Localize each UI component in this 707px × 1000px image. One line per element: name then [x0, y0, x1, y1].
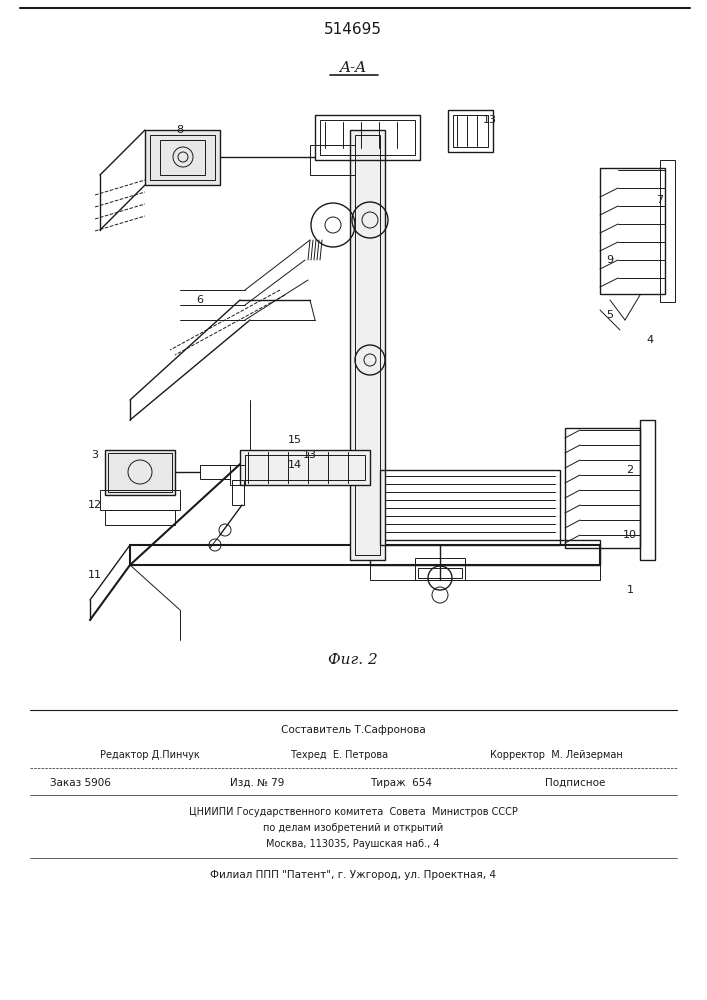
Text: 12: 12: [88, 500, 102, 510]
Bar: [565, 428, 640, 548]
Bar: [320, 120, 415, 155]
Bar: [230, 465, 245, 485]
Bar: [105, 510, 175, 525]
Text: Редактор Д.Пинчук: Редактор Д.Пинчук: [100, 750, 200, 760]
Bar: [660, 160, 675, 302]
Text: 15: 15: [288, 435, 302, 445]
Text: 6: 6: [197, 295, 204, 305]
Text: 514695: 514695: [324, 22, 382, 37]
Bar: [105, 450, 175, 495]
Bar: [380, 470, 560, 545]
Text: Корректор  М. Лейзерман: Корректор М. Лейзерман: [490, 750, 623, 760]
Text: 14: 14: [288, 460, 302, 470]
Bar: [370, 540, 600, 565]
Bar: [232, 480, 244, 505]
Text: 8: 8: [177, 125, 184, 135]
Text: Составитель Т.Сафронова: Составитель Т.Сафронова: [281, 725, 426, 735]
Text: Москва, 113035, Раушская наб., 4: Москва, 113035, Раушская наб., 4: [267, 839, 440, 849]
Bar: [453, 115, 488, 147]
Bar: [150, 135, 215, 180]
Bar: [145, 130, 220, 185]
Text: Фиг. 2: Фиг. 2: [328, 653, 378, 667]
Text: A-A: A-A: [339, 61, 366, 75]
Text: Подписное: Подписное: [545, 778, 605, 788]
Bar: [415, 558, 465, 580]
Bar: [200, 465, 230, 479]
Text: 13: 13: [303, 450, 317, 460]
Bar: [350, 130, 385, 560]
Bar: [418, 568, 462, 578]
Text: 11: 11: [88, 570, 102, 580]
Text: Изд. № 79: Изд. № 79: [230, 778, 284, 788]
Text: Тираж  654: Тираж 654: [370, 778, 432, 788]
Text: 4: 4: [646, 335, 653, 345]
Bar: [310, 145, 355, 175]
Text: 1: 1: [626, 585, 633, 595]
Text: Заказ 5906: Заказ 5906: [50, 778, 111, 788]
Bar: [108, 453, 172, 492]
Text: ЦНИИПИ Государственного комитета  Совета  Министров СССР: ЦНИИПИ Государственного комитета Совета …: [189, 807, 518, 817]
Text: 3: 3: [91, 450, 98, 460]
Text: 7: 7: [656, 195, 664, 205]
Text: по делам изобретений и открытий: по делам изобретений и открытий: [263, 823, 443, 833]
Text: 10: 10: [623, 530, 637, 540]
Text: Филиал ППП "Патент", г. Ужгород, ул. Проектная, 4: Филиал ППП "Патент", г. Ужгород, ул. Про…: [210, 870, 496, 880]
Bar: [245, 455, 365, 480]
Bar: [240, 450, 370, 485]
Bar: [315, 115, 420, 160]
Text: 9: 9: [607, 255, 614, 265]
Bar: [640, 420, 655, 560]
Text: 2: 2: [626, 465, 633, 475]
Bar: [600, 168, 665, 294]
Text: Техред  Е. Петрова: Техред Е. Петрова: [290, 750, 388, 760]
Bar: [448, 110, 493, 152]
Bar: [355, 135, 380, 555]
Text: 13: 13: [483, 115, 497, 125]
Text: 5: 5: [607, 310, 614, 320]
Bar: [100, 490, 180, 510]
Bar: [160, 140, 205, 175]
Bar: [370, 565, 600, 580]
